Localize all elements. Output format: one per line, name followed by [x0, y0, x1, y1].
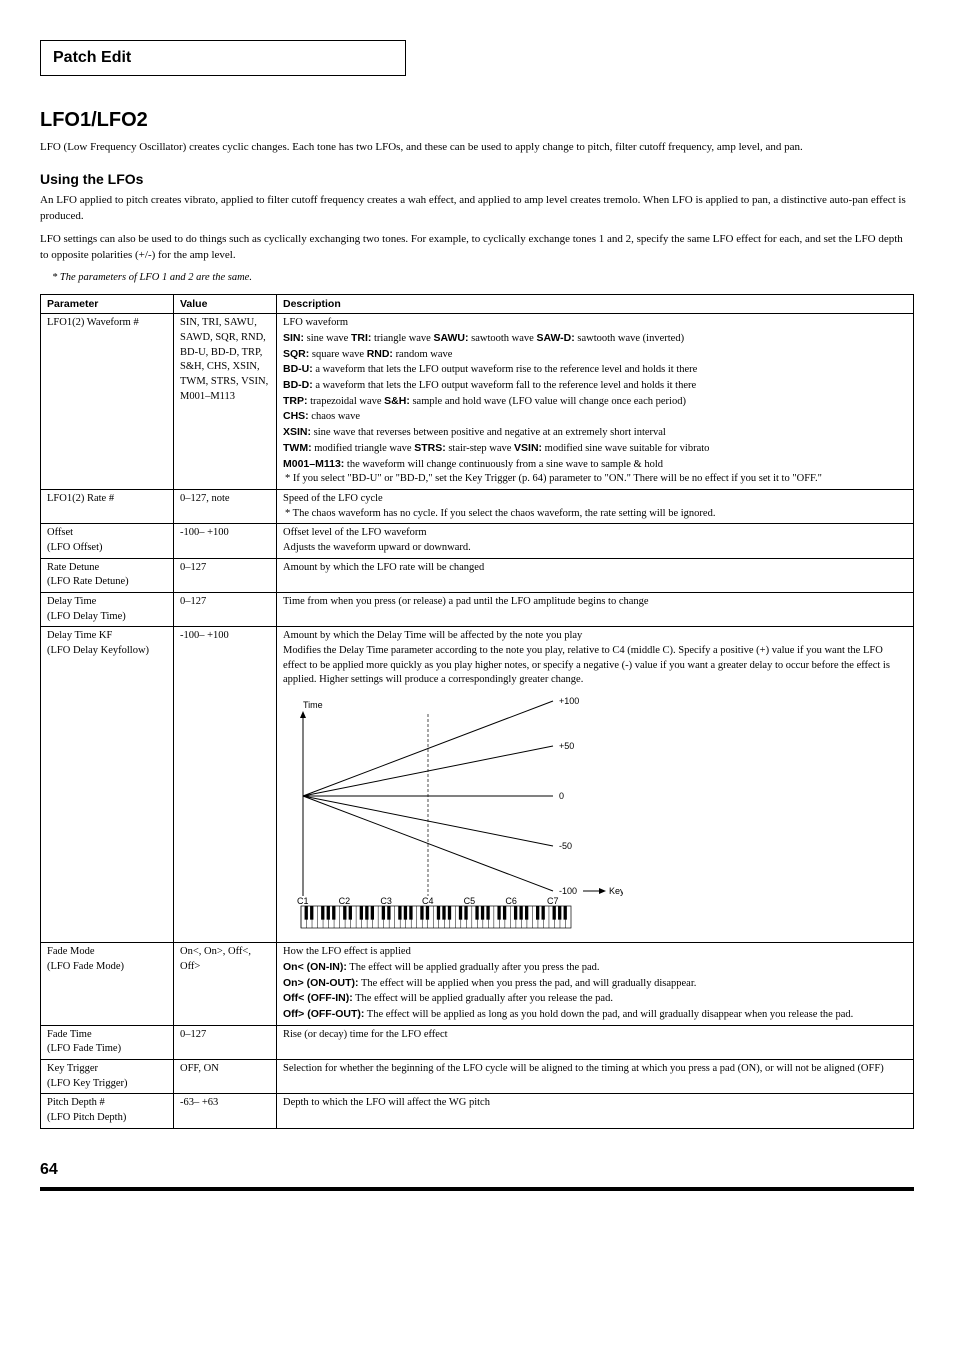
table-row: Offset(LFO Offset)-100– +100Offset level… — [41, 524, 914, 558]
cell-parameter: Delay Time KF(LFO Delay Keyfollow) — [41, 627, 174, 943]
cell-parameter: LFO1(2) Waveform # — [41, 314, 174, 490]
h1-lfo: LFO1/LFO2 — [40, 106, 914, 134]
cell-description: How the LFO effect is appliedOn< (ON-IN)… — [277, 943, 914, 1025]
note-same-params: * The parameters of LFO 1 and 2 are the … — [52, 271, 914, 286]
svg-text:-100: -100 — [559, 886, 577, 896]
svg-text:C2: C2 — [339, 896, 351, 906]
para-2: LFO settings can also be used to do thin… — [40, 232, 914, 263]
cell-parameter: LFO1(2) Rate # — [41, 489, 174, 523]
cell-value: 0–127 — [174, 593, 277, 627]
table-row: LFO1(2) Rate #0–127, noteSpeed of the LF… — [41, 489, 914, 523]
cell-value: 0–127 — [174, 1025, 277, 1059]
svg-text:0: 0 — [559, 791, 564, 801]
table-row: Fade Time(LFO Fade Time)0–127Rise (or de… — [41, 1025, 914, 1059]
cell-description: Time from when you press (or release) a … — [277, 593, 914, 627]
svg-text:C7: C7 — [547, 896, 559, 906]
svg-text:Key: Key — [609, 886, 623, 896]
section-header-title: Patch Edit — [53, 49, 131, 66]
cell-value: 0–127 — [174, 558, 277, 592]
section-header-box: Patch Edit — [40, 40, 406, 76]
th-parameter: Parameter — [41, 294, 174, 314]
intro-text: LFO (Low Frequency Oscillator) creates c… — [40, 140, 914, 155]
svg-text:C5: C5 — [464, 896, 476, 906]
table-row: Rate Detune(LFO Rate Detune)0–127Amount … — [41, 558, 914, 592]
footer-bar — [40, 1187, 914, 1191]
cell-parameter: Fade Mode(LFO Fade Mode) — [41, 943, 174, 1025]
cell-description: Amount by which the LFO rate will be cha… — [277, 558, 914, 592]
cell-parameter: Key Trigger(LFO Key Trigger) — [41, 1059, 174, 1093]
keyfollow-chart: Time +100 +50 0 -50 -100 Key C1 C2 C3 C4 C5 C6 C7 — [283, 696, 907, 936]
table-row: Delay Time(LFO Delay Time)0–127Time from… — [41, 593, 914, 627]
cell-description: Rise (or decay) time for the LFO effect — [277, 1025, 914, 1059]
cell-value: OFF, ON — [174, 1059, 277, 1093]
cell-description: Depth to which the LFO will affect the W… — [277, 1094, 914, 1128]
page-number: 64 — [40, 1159, 914, 1181]
table-row: Fade Mode(LFO Fade Mode)On<, On>, Off<, … — [41, 943, 914, 1025]
svg-text:-50: -50 — [559, 841, 572, 851]
cell-value: -100– +100 — [174, 524, 277, 558]
cell-value: -63– +63 — [174, 1094, 277, 1128]
svg-text:+100: +100 — [559, 696, 579, 706]
cell-description: Amount by which the Delay Time will be a… — [277, 627, 914, 943]
parameter-table: Parameter Value Description LFO1(2) Wave… — [40, 294, 914, 1129]
table-row: Pitch Depth #(LFO Pitch Depth)-63– +63De… — [41, 1094, 914, 1128]
cell-description: Selection for whether the beginning of t… — [277, 1059, 914, 1093]
para-1: An LFO applied to pitch creates vibrato,… — [40, 193, 914, 224]
table-header-row: Parameter Value Description — [41, 294, 914, 314]
table-row: Delay Time KF(LFO Delay Keyfollow)-100– … — [41, 627, 914, 943]
table-row: LFO1(2) Waveform #SIN, TRI, SAWU, SAWD, … — [41, 314, 914, 490]
table-row: Key Trigger(LFO Key Trigger)OFF, ONSelec… — [41, 1059, 914, 1093]
svg-text:+50: +50 — [559, 741, 574, 751]
svg-text:C1: C1 — [297, 896, 309, 906]
svg-text:Time: Time — [303, 700, 323, 710]
svg-text:C3: C3 — [380, 896, 392, 906]
th-description: Description — [277, 294, 914, 314]
cell-description: Offset level of the LFO waveformAdjusts … — [277, 524, 914, 558]
cell-value: -100– +100 — [174, 627, 277, 943]
cell-parameter: Delay Time(LFO Delay Time) — [41, 593, 174, 627]
th-value: Value — [174, 294, 277, 314]
cell-value: 0–127, note — [174, 489, 277, 523]
cell-value: On<, On>, Off<, Off> — [174, 943, 277, 1025]
cell-parameter: Offset(LFO Offset) — [41, 524, 174, 558]
cell-parameter: Pitch Depth #(LFO Pitch Depth) — [41, 1094, 174, 1128]
svg-text:C6: C6 — [505, 896, 517, 906]
h2-using: Using the LFOs — [40, 170, 914, 190]
cell-description: LFO waveformSIN: sine wave TRI: triangle… — [277, 314, 914, 490]
svg-text:C4: C4 — [422, 896, 434, 906]
cell-parameter: Rate Detune(LFO Rate Detune) — [41, 558, 174, 592]
cell-value: SIN, TRI, SAWU, SAWD, SQR, RND, BD-U, BD… — [174, 314, 277, 490]
cell-parameter: Fade Time(LFO Fade Time) — [41, 1025, 174, 1059]
cell-description: Speed of the LFO cycle* The chaos wavefo… — [277, 489, 914, 523]
